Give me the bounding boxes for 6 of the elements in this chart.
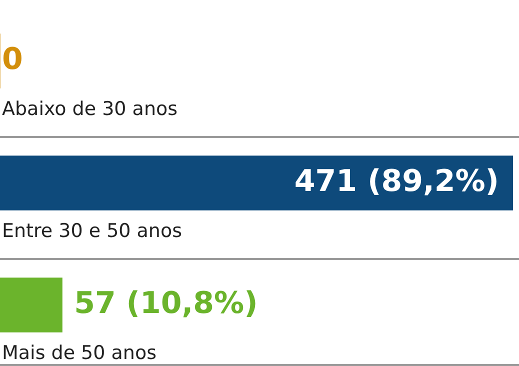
data-label: 0 (2, 42, 23, 77)
y-tick-label: Mais de 50 anos (2, 342, 156, 364)
y-tick-label: Abaixo de 30 anos (2, 98, 178, 120)
y-tick-label: Entre 30 e 50 anos (2, 220, 182, 242)
data-label: 471 (89,2%) (294, 164, 499, 199)
data-label: 57 (10,8%) (74, 286, 258, 321)
